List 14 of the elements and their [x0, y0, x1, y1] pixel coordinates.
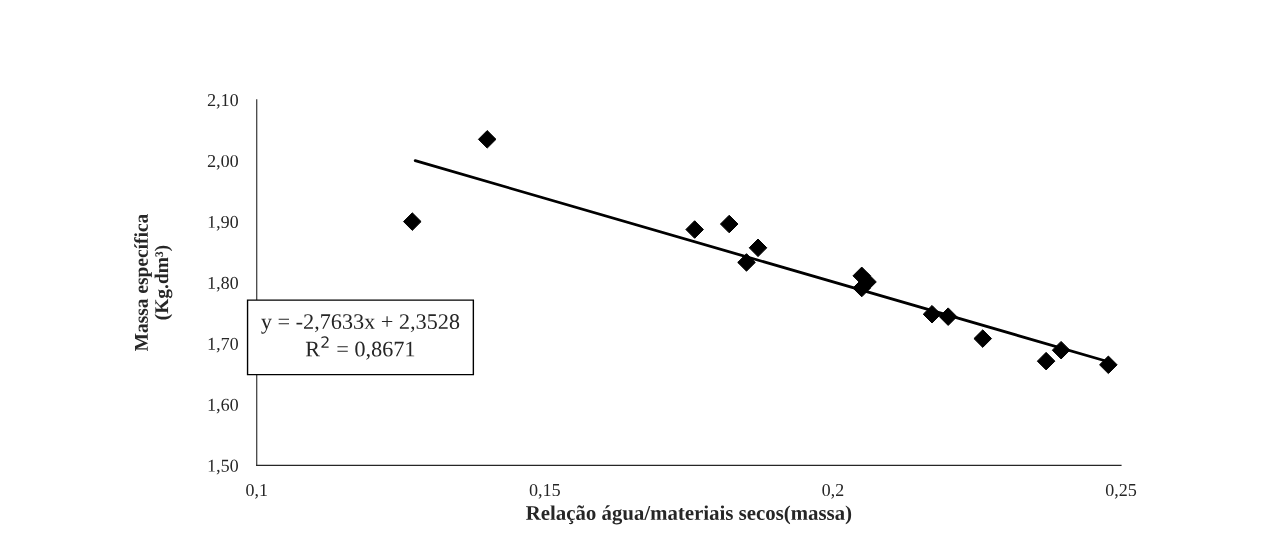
y-tick-label: 1,60	[208, 398, 238, 414]
y-tick-label: 1,50	[208, 459, 238, 475]
y-tick-label: 2,10	[207, 93, 238, 109]
y-tick-label: 2,00	[207, 154, 238, 170]
x-tick-label: 0,15	[529, 483, 560, 499]
y-tick-label: 1,70	[208, 337, 238, 353]
x-tick-label: 0,2	[822, 483, 844, 499]
y-tick-label: 1,80	[208, 276, 238, 292]
y-tick-label: 1,90	[208, 215, 238, 231]
annotation: y = -2,7633x + 2,3528 R$^{2}$ = 0,8671	[261, 314, 460, 360]
x-axis-title: Relação água/materiais secos(massa)	[526, 505, 852, 525]
x-tick-label: 0,25	[1105, 483, 1137, 499]
y-axis-title: Massa específica (Kg.dm³)	[134, 213, 173, 352]
x-tick-label: 0,1	[246, 483, 267, 499]
